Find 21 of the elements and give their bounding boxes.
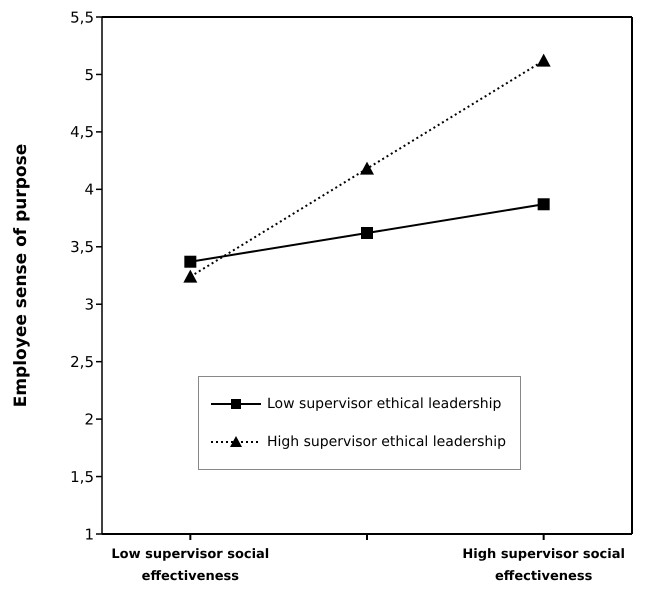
x-tick-label: High supervisor social effectiveness (462, 547, 625, 584)
y-tick-label: 4,5 (70, 123, 94, 142)
y-tick-label: 1 (84, 525, 94, 544)
y-axis-title: Employee sense of purpose (11, 144, 32, 408)
point (183, 270, 198, 283)
x-tick-label: Low supervisor social effectiveness (111, 547, 270, 584)
point (361, 226, 373, 239)
point (538, 198, 550, 210)
y-tick-label: 2,5 (70, 352, 94, 371)
point (536, 54, 551, 67)
y-tick-label: 5 (84, 66, 94, 84)
point (360, 162, 374, 175)
y-tick-label: 5,5 (70, 8, 94, 26)
y-tick-label: 3,5 (70, 238, 94, 256)
y-tick-label: 1,5 (70, 468, 94, 486)
point (184, 256, 196, 268)
y-tick-label: 2 (84, 410, 94, 428)
legend-label: High supervisor ethical leadership (267, 434, 506, 450)
y-tick-label: 4 (84, 180, 94, 199)
legend-label: Low supervisor ethical leadership (267, 396, 502, 412)
y-tick-label: 3 (84, 296, 94, 314)
